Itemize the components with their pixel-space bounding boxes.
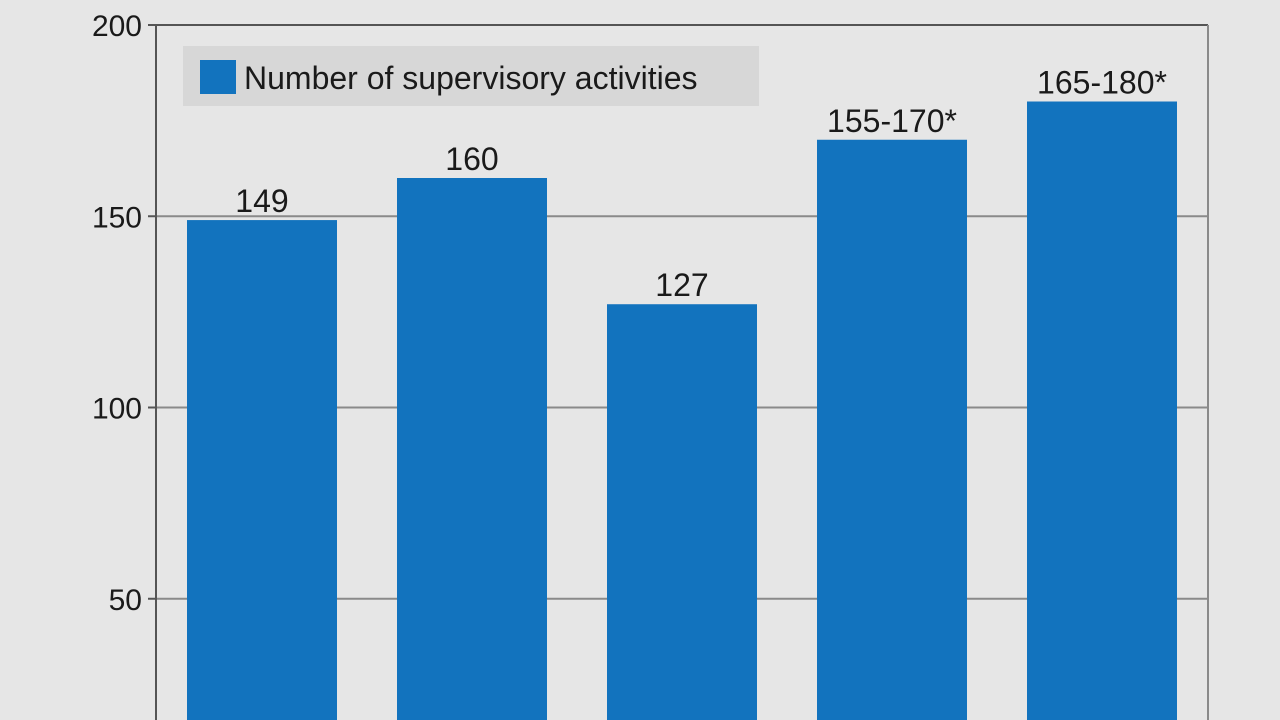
bars xyxy=(187,101,1177,720)
data-label-1: 149 xyxy=(235,183,288,219)
y-tick-label-150: 150 xyxy=(92,201,142,234)
bar-3 xyxy=(607,304,757,720)
data-label-5: 165-180* xyxy=(1037,65,1167,101)
legend-label: Number of supervisory activities xyxy=(244,60,697,96)
bar-2 xyxy=(397,178,547,720)
data-labels: 149 160 127 155-170* 165-180* xyxy=(235,65,1167,304)
bar-1 xyxy=(187,220,337,720)
data-label-4: 155-170* xyxy=(827,103,957,139)
data-label-2: 160 xyxy=(445,141,498,177)
bar-5 xyxy=(1027,101,1177,720)
legend-box xyxy=(183,46,759,106)
legend: Number of supervisory activities xyxy=(183,46,759,106)
data-label-3: 127 xyxy=(655,267,708,303)
y-tick-label-50: 50 xyxy=(109,584,142,617)
y-tick-label-100: 100 xyxy=(92,393,142,426)
y-tick-label-200: 200 xyxy=(92,10,142,43)
y-axis-ticks: 50 100 150 200 xyxy=(92,10,156,617)
bar-4 xyxy=(817,139,967,720)
legend-swatch xyxy=(200,60,236,94)
